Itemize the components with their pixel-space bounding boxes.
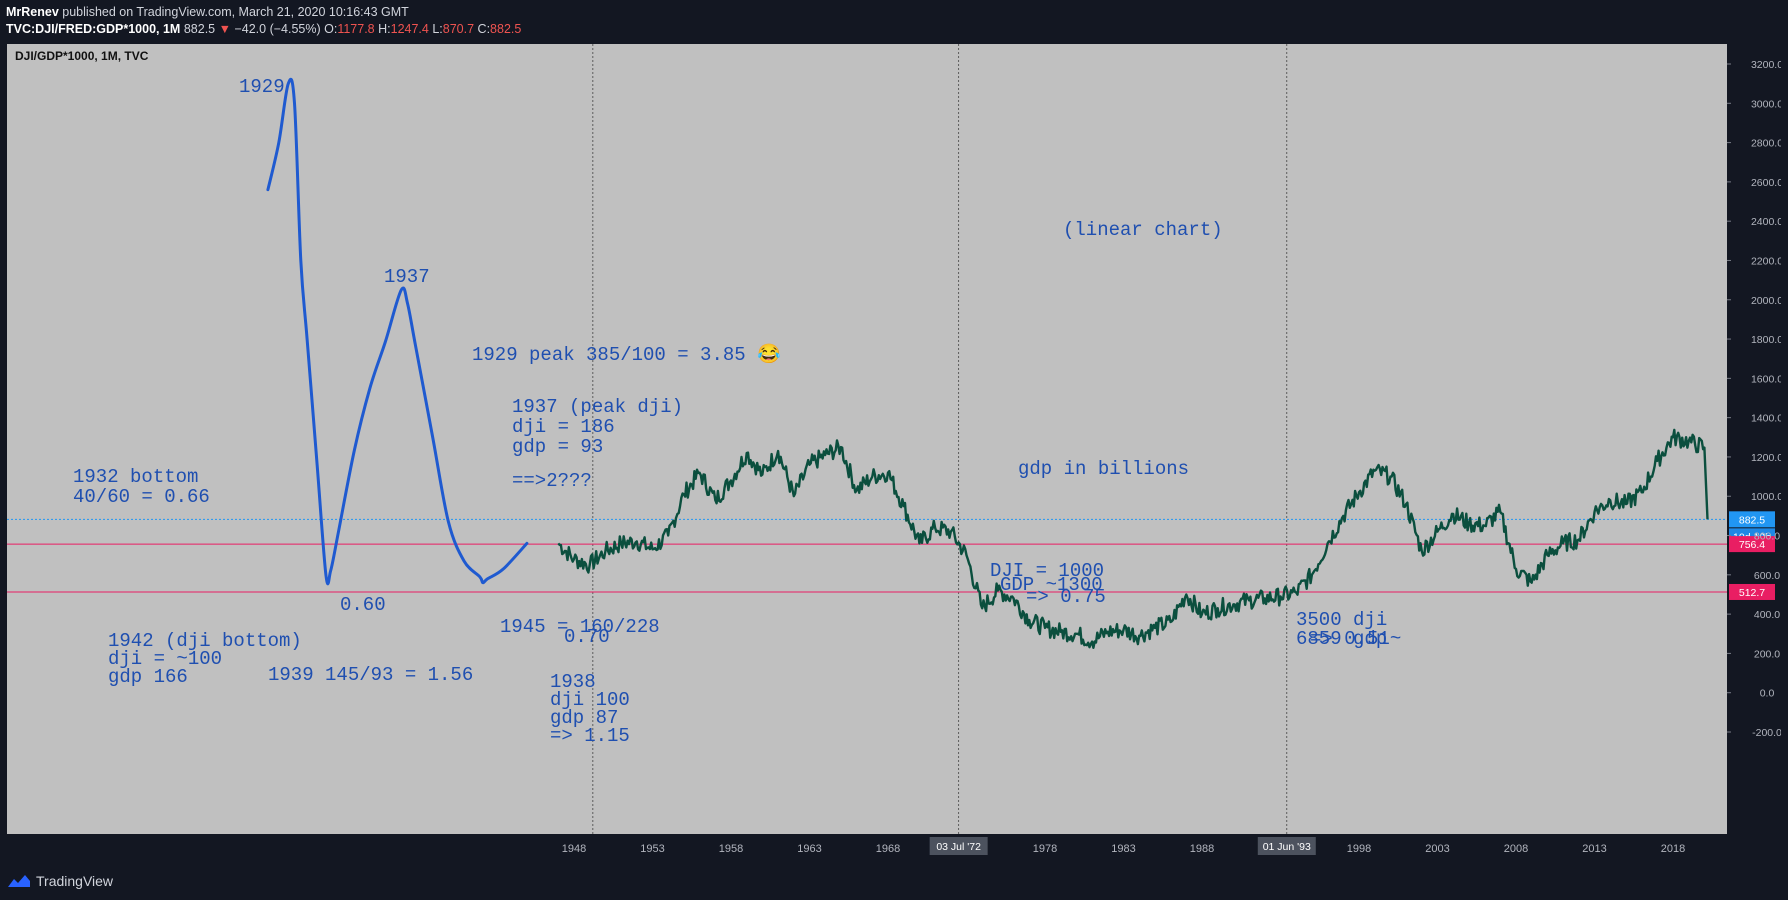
- chart-svg[interactable]: DJI/GDP*1000, 1M, TVC 882.510d 10h756.45…: [7, 44, 1783, 864]
- high-value: 1247.4: [390, 22, 429, 36]
- x-tick-label: 1968: [876, 843, 900, 855]
- y-tick-label: 2200.0: [1751, 255, 1781, 267]
- y-tick-label: 200.0: [1754, 648, 1780, 660]
- y-tick-label: 2400.0: [1751, 216, 1781, 228]
- x-tick-label: 2018: [1661, 843, 1685, 855]
- y-tick-label: 2800.0: [1751, 138, 1781, 150]
- close-label: C:: [477, 22, 491, 36]
- x-tick-label: 1948: [562, 843, 586, 855]
- x-tick-label: 2008: [1504, 843, 1528, 855]
- annotation[interactable]: 0.60: [340, 594, 386, 616]
- annotation[interactable]: => 1.15: [550, 725, 630, 747]
- plot-background: [7, 44, 1727, 834]
- close-value: 882.5: [490, 22, 522, 36]
- x-tick-label: 1998: [1347, 843, 1371, 855]
- annotation[interactable]: 1937: [384, 266, 430, 288]
- x-tick-label: 1953: [640, 843, 664, 855]
- y-tick-label: 0.0: [1760, 688, 1775, 700]
- last-value: 882.5: [183, 22, 216, 36]
- price-label-text: 882.5: [1739, 514, 1765, 526]
- annotation[interactable]: 6859 gdp: [1296, 628, 1387, 650]
- symbol-label: TVC:DJI/FRED:GDP*1000, 1M: [6, 22, 181, 36]
- time-axis-background[interactable]: [7, 834, 1727, 864]
- time-badge: [929, 837, 988, 855]
- annotation[interactable]: 1932 bottom: [73, 466, 198, 488]
- author-name[interactable]: MrRenev: [6, 5, 59, 19]
- y-tick-label: 1400.0: [1751, 413, 1781, 425]
- y-tick-label: 600.0: [1754, 570, 1780, 582]
- low-value: 870.7: [442, 22, 475, 36]
- annotation[interactable]: gdp in billions: [1018, 458, 1189, 480]
- open-value: 1177.8: [337, 22, 375, 36]
- y-tick-label: 1600.0: [1751, 373, 1781, 385]
- tradingview-icon: [8, 875, 30, 887]
- price-label-text: 756.4: [1739, 539, 1765, 551]
- tradingview-logo[interactable]: TradingView: [8, 873, 113, 889]
- publish-info: published on TradingView.com, March 21, …: [62, 5, 409, 19]
- footer-bar: TradingView: [0, 864, 1788, 900]
- price-axis-background[interactable]: [1727, 44, 1781, 864]
- chart-area[interactable]: DJI/GDP*1000, 1M, TVC 882.510d 10h756.45…: [7, 44, 1783, 864]
- publish-line: MrRenev published on TradingView.com, Ma…: [6, 5, 409, 19]
- annotation[interactable]: (linear chart): [1063, 219, 1223, 241]
- high-label: H:: [378, 22, 391, 36]
- publish-header: MrRenev published on TradingView.com, Ma…: [0, 0, 1788, 43]
- annotation[interactable]: => 0.51~: [1310, 628, 1401, 650]
- annotation[interactable]: gdp 166: [108, 666, 188, 688]
- annotation[interactable]: dji 100: [550, 689, 630, 711]
- annotation[interactable]: 0.70: [564, 626, 610, 648]
- time-badge: [1257, 837, 1316, 855]
- annotation[interactable]: => 0.75: [1026, 586, 1106, 608]
- low-label: L:: [432, 22, 443, 36]
- annotations: 1929 1937 (linear chart) 1929 peak 385/1…: [73, 76, 1401, 747]
- x-tick-label: 2013: [1582, 843, 1606, 855]
- x-tick-label: 2003: [1425, 843, 1449, 855]
- time-badge-label: 01 Jun '93: [1263, 841, 1311, 853]
- y-tick-label: 1200.0: [1751, 452, 1781, 464]
- y-tick-label: 3000.0: [1751, 98, 1781, 110]
- annotation[interactable]: dji = ~100: [108, 648, 222, 670]
- drawn-curve[interactable]: [266, 77, 529, 586]
- change-value: −42.0 (−4.55%): [234, 22, 321, 36]
- brand-name: TradingView: [36, 873, 114, 889]
- annotation[interactable]: DJI = 1000: [990, 560, 1104, 582]
- annotation[interactable]: ==>2???: [512, 470, 592, 492]
- y-tick-label: 1800.0: [1751, 334, 1781, 346]
- annotation[interactable]: GDP ~1300: [1000, 574, 1103, 596]
- annotation[interactable]: 1929 peak 385/100 = 3.85 😂: [472, 343, 781, 366]
- annotation[interactable]: 1942 (dji bottom): [108, 630, 302, 652]
- y-tick-label: 2000.0: [1751, 295, 1781, 307]
- annotation[interactable]: 1945 = 160/228: [500, 616, 660, 638]
- annotation[interactable]: 1939 145/93 = 1.56: [268, 664, 473, 686]
- y-tick-label: 1000.0: [1751, 491, 1781, 503]
- y-tick-label: -200.0: [1752, 727, 1781, 739]
- x-tick-label: 1963: [797, 843, 821, 855]
- y-tick-label: 2600.0: [1751, 177, 1781, 189]
- price-label: [1729, 583, 1775, 600]
- price-label: [1729, 536, 1775, 553]
- annotation[interactable]: dji = 186: [512, 416, 615, 438]
- annotation[interactable]: 1938: [550, 671, 596, 693]
- annotation[interactable]: gdp 87: [550, 707, 618, 729]
- y-tick-label: 800.0: [1754, 531, 1780, 543]
- annotation[interactable]: 1937 (peak dji): [512, 396, 683, 418]
- x-tick-label: 1958: [719, 843, 743, 855]
- annotation[interactable]: gdp = 93: [512, 436, 603, 458]
- ohlc-line: TVC:DJI/FRED:GDP*1000, 1M 882.5 ▼ −42.0 …: [6, 22, 521, 36]
- y-tick-label: 3200.0: [1751, 59, 1781, 71]
- y-tick-label: 400.0: [1754, 609, 1780, 621]
- annotation[interactable]: 3500 dji: [1296, 609, 1387, 631]
- change-arrow-icon: ▼: [218, 22, 231, 36]
- chart-legend: DJI/GDP*1000, 1M, TVC: [15, 49, 149, 63]
- x-tick-label: 1988: [1190, 843, 1214, 855]
- price-label-text: 512.7: [1739, 587, 1765, 599]
- annotation[interactable]: 1929: [239, 76, 285, 98]
- open-label: O:: [324, 22, 338, 36]
- series-line: [557, 428, 1709, 649]
- x-tick-label: 1978: [1033, 843, 1057, 855]
- time-badge-label: 03 Jul '72: [936, 841, 981, 853]
- annotation[interactable]: 40/60 = 0.66: [73, 486, 210, 508]
- x-tick-label: 1983: [1111, 843, 1135, 855]
- price-label: [1729, 511, 1775, 528]
